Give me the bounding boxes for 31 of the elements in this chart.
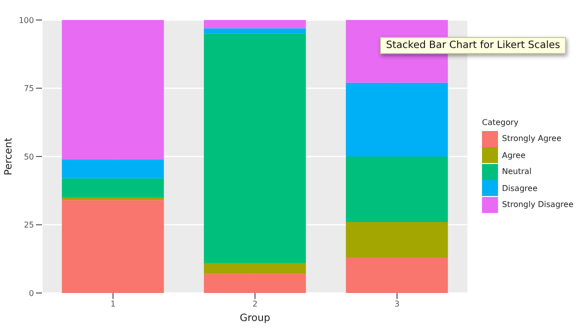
bar [346, 156, 448, 222]
bar [346, 222, 448, 258]
bar [346, 82, 448, 156]
bar [62, 200, 164, 293]
y-tick-label: 50 [24, 152, 34, 162]
y-tick-label: 75 [24, 84, 34, 94]
bar [62, 20, 164, 160]
y-tick-label: 0 [28, 288, 34, 298]
legend-label: Strongly Disagree [502, 200, 574, 209]
bar [204, 262, 306, 274]
legend-label: Disagree [502, 184, 538, 192]
x-tick-label: 1 [110, 300, 116, 309]
x-tick-label: 3 [394, 300, 400, 309]
bar [62, 197, 164, 200]
x-tick-label: 2 [252, 300, 258, 309]
legend-label: Neutral [502, 167, 532, 176]
x-axis-title: Group [240, 313, 270, 324]
legend-label: Strongly Agree [502, 134, 562, 143]
y-tick-label: 25 [24, 220, 34, 230]
bar [62, 178, 164, 198]
bar [204, 20, 306, 28]
y-axis-title: Percent [4, 138, 15, 176]
bar [204, 34, 306, 263]
bar [62, 159, 164, 178]
bar [346, 258, 448, 293]
y-tick-label: 100 [18, 16, 34, 25]
legend-title: Category [482, 118, 520, 128]
bar [204, 28, 306, 34]
bar [204, 274, 306, 293]
text: Stacked Bar Chart for Likert Scales [380, 37, 566, 54]
legend-label: Agree [502, 150, 526, 160]
